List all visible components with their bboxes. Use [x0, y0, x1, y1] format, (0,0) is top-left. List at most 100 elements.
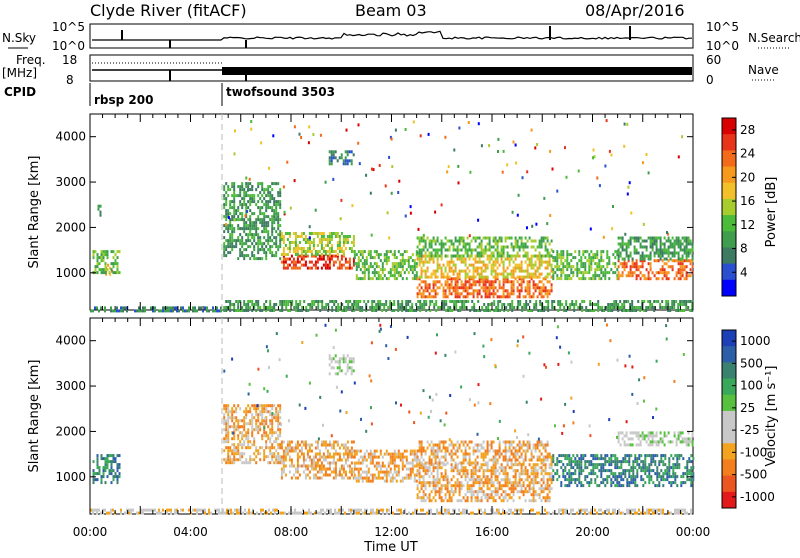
heatmap-cell [107, 463, 109, 466]
heatmap-cell [243, 309, 245, 312]
heatmap-cell [373, 306, 375, 309]
heatmap-cell [449, 444, 451, 447]
heatmap-cell [233, 303, 235, 306]
heatmap-cell [412, 259, 414, 262]
heatmap-cell [566, 277, 568, 280]
heatmap-cell [485, 453, 487, 456]
heatmap-cell [371, 303, 373, 306]
heatmap-cell [119, 271, 121, 274]
heatmap-cell [303, 462, 305, 465]
heatmap-cell [648, 274, 650, 277]
heatmap-cell [345, 450, 347, 453]
heatmap-cell [273, 218, 275, 221]
heatmap-cell [154, 306, 156, 309]
heatmap-cell [241, 455, 243, 458]
heatmap-cell [556, 268, 558, 271]
heatmap-cell [402, 265, 404, 268]
heatmap-cell [291, 447, 293, 450]
heatmap-cell [495, 490, 497, 493]
heatmap-cell [596, 265, 598, 268]
heatmap-cell [362, 456, 364, 459]
heatmap-cell [663, 306, 665, 309]
heatmap-cell [261, 404, 263, 407]
heatmap-cell [485, 478, 487, 481]
heatmap-cell [495, 237, 497, 240]
heatmap-cell [261, 413, 263, 416]
heatmap-cell [321, 444, 323, 447]
heatmap-cell [499, 237, 501, 240]
heatmap-cell [465, 261, 467, 264]
heatmap-cell [225, 218, 227, 221]
heatmap-cell [378, 271, 380, 274]
heatmap-cell [445, 450, 447, 453]
heatmap-cell [255, 407, 257, 410]
heatmap-cell [406, 268, 408, 271]
heatmap-cell [335, 150, 337, 153]
heatmap-cell [271, 194, 273, 197]
heatmap-cell [427, 462, 429, 465]
heatmap-cell [283, 241, 285, 244]
heatmap-cell [684, 252, 686, 255]
heatmap-cell [445, 280, 447, 283]
heatmap-cell [497, 150, 499, 153]
heatmap-cell [465, 295, 467, 298]
heatmap-cell [489, 303, 491, 306]
heatmap-cell [489, 444, 491, 447]
heatmap-cell [483, 270, 485, 273]
heatmap-cell [265, 200, 267, 203]
heatmap-cell [216, 309, 218, 312]
heatmap-cell [400, 274, 402, 277]
heatmap-cell [578, 259, 580, 262]
heatmap-cell [366, 480, 368, 483]
heatmap-cell [351, 471, 353, 474]
heatmap-cell [435, 300, 437, 303]
heatmap-cell [598, 268, 600, 271]
heatmap-cell [325, 250, 327, 253]
heatmap-cell [539, 280, 541, 283]
heatmap-cell [431, 481, 433, 484]
heatmap-cell [535, 490, 537, 493]
heatmap-cell [378, 471, 380, 474]
heatmap-cell [388, 236, 390, 239]
heatmap-cell [360, 253, 362, 256]
heatmap-cell [406, 277, 408, 280]
heatmap-cell [313, 241, 315, 244]
heatmap-cell [525, 295, 527, 298]
heatmap-cell [644, 258, 646, 261]
heatmap-cell [439, 280, 441, 283]
heatmap-cell [255, 422, 257, 425]
heatmap-cell [273, 303, 275, 306]
heatmap-cell [293, 447, 295, 450]
heatmap-cell [247, 245, 249, 248]
heatmap-cell [261, 185, 263, 188]
heatmap-cell [465, 258, 467, 261]
heatmap-cell [255, 303, 257, 306]
heatmap-cell [690, 259, 692, 262]
heatmap-cell [362, 480, 364, 483]
heatmap-cell [339, 156, 341, 159]
heatmap-cell [565, 303, 567, 306]
heatmap-cell [273, 455, 275, 458]
heatmap-cell [543, 286, 545, 289]
heatmap-cell [459, 270, 461, 273]
heatmap-cell [401, 303, 403, 306]
heatmap-cell [331, 255, 333, 258]
heatmap-cell [265, 224, 267, 227]
heatmap-cell [511, 258, 513, 261]
heatmap-cell [674, 243, 676, 246]
heatmap-cell [686, 252, 688, 255]
heatmap-cell [527, 264, 529, 267]
heatmap-cell [473, 475, 475, 478]
heatmap-cell [443, 444, 445, 447]
heatmap-cell [265, 422, 267, 425]
heatmap-cell [587, 309, 589, 312]
heatmap-cell [533, 286, 535, 289]
heatmap-cell [457, 499, 459, 502]
heatmap-cell [447, 280, 449, 283]
heatmap-cell [549, 484, 551, 487]
heatmap-cell [636, 262, 638, 265]
heatmap-cell [251, 425, 253, 428]
heatmap-cell [453, 246, 455, 249]
heatmap-cell [351, 306, 353, 309]
heatmap-cell [380, 471, 382, 474]
